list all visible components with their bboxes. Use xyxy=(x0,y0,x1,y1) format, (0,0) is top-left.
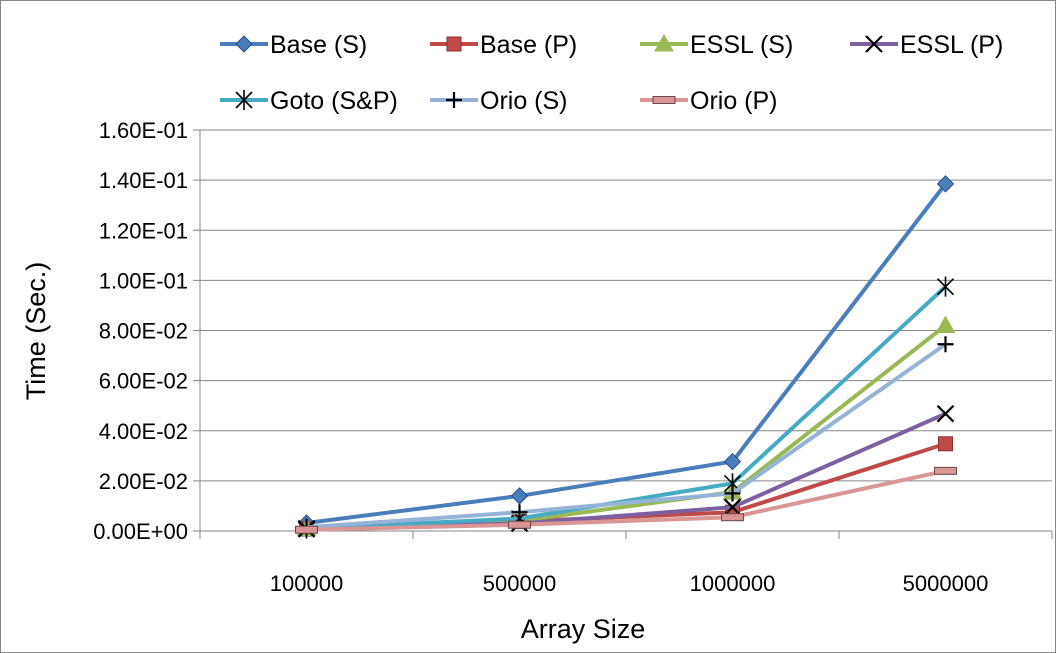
x-axis-title: Array Size xyxy=(521,614,646,644)
data-point xyxy=(511,504,528,521)
x-tick-label: 100000 xyxy=(270,571,343,596)
y-tick-label: 1.00E-01 xyxy=(99,268,188,293)
y-axis-title: Time (Sec.) xyxy=(21,262,51,401)
data-point xyxy=(938,436,953,452)
series-group xyxy=(295,175,957,539)
axes xyxy=(193,129,1053,539)
data-point xyxy=(934,466,957,475)
series-line xyxy=(306,468,946,532)
legend-label: ESSL (P) xyxy=(900,31,1003,59)
series-line xyxy=(306,182,948,525)
legend-label: ESSL (S) xyxy=(690,31,793,59)
legend-entry: Orio (P) xyxy=(640,87,778,115)
legend-entry: Base (P) xyxy=(430,31,577,59)
series-0 xyxy=(297,175,955,532)
data-point xyxy=(723,452,742,471)
legend-marker xyxy=(446,36,462,52)
legend-marker xyxy=(652,96,676,104)
legend-marker xyxy=(235,35,253,53)
y-tick-label: 1.60E-01 xyxy=(99,118,188,143)
legend-label: Base (S) xyxy=(270,31,367,59)
legend-entry: Orio (S) xyxy=(430,87,568,115)
x-tick-label: 5000000 xyxy=(903,571,989,596)
series-line xyxy=(306,323,947,531)
y-tick-label: 2.00E-02 xyxy=(99,469,188,494)
legend-marker xyxy=(235,90,253,110)
data-point xyxy=(936,276,955,297)
data-point xyxy=(723,498,742,516)
data-point xyxy=(724,485,741,502)
y-tick-label: 1.20E-01 xyxy=(99,218,188,243)
legend-entry: ESSL (S) xyxy=(640,31,793,59)
series-line xyxy=(306,342,947,530)
y-tick-label: 4.00E-02 xyxy=(99,419,188,444)
legend-marker xyxy=(865,35,883,53)
y-tick-label: 1.40E-01 xyxy=(99,168,188,193)
legend: Base (S) Base (P) ESSL (S) ESSL (P) Goto (S&… xyxy=(220,31,1003,115)
data-point xyxy=(510,487,529,505)
legend-label: Orio (P) xyxy=(690,87,778,115)
legend-label: Goto (S&P) xyxy=(270,87,398,115)
legend-label: Orio (S) xyxy=(480,87,568,115)
data-point xyxy=(721,513,744,522)
data-point xyxy=(936,175,955,193)
data-point xyxy=(937,336,954,353)
y-tick-labels: 0.00E+00 2.00E-02 4.00E-02 6.00E-02 8.00E-02… xyxy=(93,118,188,544)
x-tick-label: 1000000 xyxy=(690,571,776,596)
legend-label: Base (P) xyxy=(480,31,577,59)
data-point xyxy=(936,404,955,423)
legend-entry: Base (S) xyxy=(220,31,367,59)
y-tick-label: 0.00E+00 xyxy=(93,519,188,544)
y-tick-label: 8.00E-02 xyxy=(99,319,188,344)
legend-marker xyxy=(654,33,674,52)
x-tick-label: 500000 xyxy=(483,571,556,596)
legend-marker xyxy=(446,92,462,108)
series-6 xyxy=(295,466,957,534)
y-tick-label: 6.00E-02 xyxy=(99,369,188,394)
data-point xyxy=(295,525,318,534)
x-tick-labels: 100000 500000 1000000 5000000 xyxy=(270,571,989,596)
data-point xyxy=(935,315,956,333)
legend-entry: Goto (S&P) xyxy=(220,87,398,115)
data-point xyxy=(508,520,531,529)
legend-entry: ESSL (P) xyxy=(850,31,1003,59)
